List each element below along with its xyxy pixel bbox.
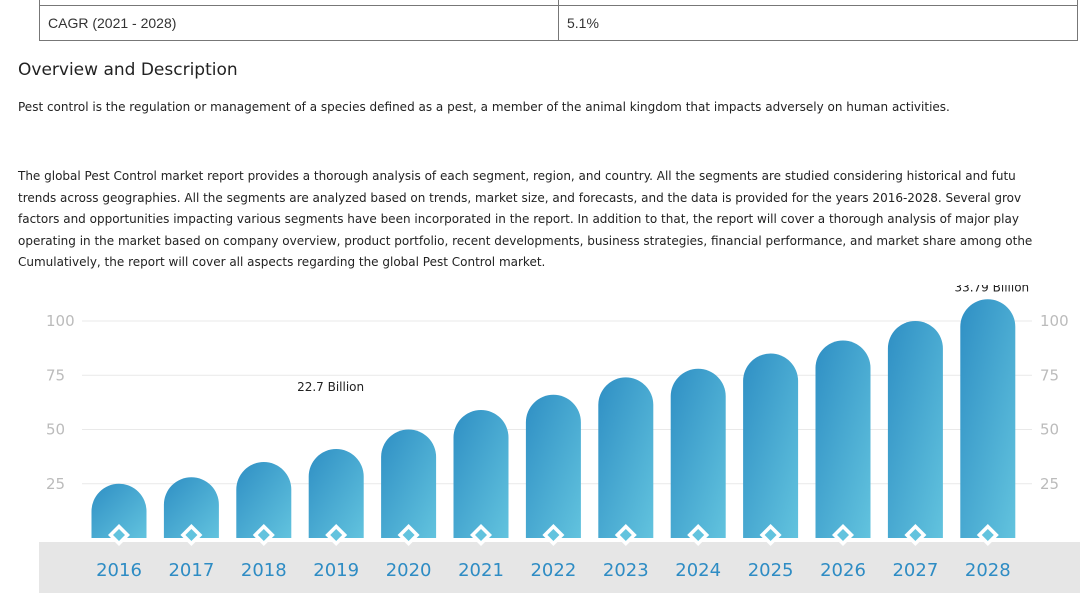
bar	[743, 353, 799, 538]
x-tick-label: 2025	[748, 560, 794, 581]
bar	[815, 340, 871, 538]
x-tick-label: 2017	[168, 560, 214, 581]
y-tick-label-right: 25	[1040, 475, 1059, 493]
cagr-label-cell: CAGR (2021 - 2028)	[40, 5, 559, 41]
bar	[887, 321, 943, 538]
diamond-marker-inner	[909, 529, 922, 541]
x-tick-label: 2028	[965, 560, 1011, 581]
table-column-divider	[558, 0, 559, 5]
x-tick-label: 2026	[820, 560, 866, 581]
data-annotation: 22.7 Billion	[297, 380, 364, 394]
bar	[381, 429, 437, 538]
diamond-marker-inner	[257, 529, 270, 541]
diamond-marker-inner	[113, 529, 125, 541]
x-tick-label: 2027	[892, 560, 938, 581]
y-tick-label-left: 75	[46, 366, 65, 384]
bar	[236, 462, 292, 538]
diamond-marker-inner	[402, 529, 415, 541]
bar	[453, 409, 509, 538]
overview-paragraph-1: Pest control is the regulation or manage…	[18, 100, 950, 114]
axis-band	[39, 542, 1080, 593]
y-tick-label-right: 50	[1040, 421, 1059, 439]
diamond-marker-inner	[475, 529, 487, 541]
x-tick-label: 2019	[313, 560, 359, 581]
bar	[91, 483, 147, 538]
x-tick-label: 2016	[96, 560, 142, 581]
x-tick-label: 2023	[603, 560, 649, 581]
paragraph-line: factors and opportunities impacting vari…	[18, 212, 1019, 226]
summary-table: CAGR (2021 - 2028) 5.1%	[39, 0, 1078, 41]
y-tick-label-left: 100	[46, 312, 75, 330]
overview-paragraph-2: The global Pest Control market report pr…	[18, 166, 1032, 274]
overview-heading: Overview and Description	[18, 60, 238, 80]
diamond-marker-inner	[837, 529, 849, 541]
bar	[163, 477, 219, 538]
x-tick-label: 2018	[241, 560, 287, 581]
y-tick-label-right: 75	[1040, 366, 1059, 384]
paragraph-line: trends across geographies. All the segme…	[18, 190, 1022, 205]
x-tick-label: 2021	[458, 560, 504, 581]
bar	[670, 368, 726, 538]
x-tick-label: 2022	[530, 560, 576, 581]
y-tick-label-right: 100	[1040, 312, 1069, 330]
diamond-marker-inner	[185, 529, 198, 541]
bar	[598, 377, 654, 538]
diamond-marker-inner	[692, 529, 705, 541]
diamond-marker-inner	[330, 529, 343, 541]
paragraph-line: The global Pest Control market report pr…	[18, 169, 1016, 183]
diamond-marker-inner	[619, 529, 632, 541]
diamond-marker-inner	[547, 529, 560, 541]
bar	[525, 394, 581, 538]
paragraph-line: Cumulatively, the report will cover all …	[18, 255, 546, 269]
market-size-chart: 100 100 75 75 50 50 25 25 2016 2017 2018 2019 2020 20…	[39, 285, 1080, 593]
bar	[308, 449, 364, 538]
bar	[960, 299, 1016, 538]
cagr-value-cell: 5.1%	[567, 15, 599, 31]
data-annotation: 33.79 Billion	[954, 285, 1029, 294]
x-tick-label: 2020	[386, 560, 432, 581]
paragraph-line: operating in the market based on company…	[18, 233, 1033, 248]
y-tick-label-left: 25	[46, 475, 65, 493]
y-tick-label-left: 50	[46, 421, 65, 439]
x-tick-label: 2024	[675, 560, 721, 581]
diamond-marker-inner	[764, 529, 777, 541]
diamond-marker-inner	[981, 529, 994, 541]
